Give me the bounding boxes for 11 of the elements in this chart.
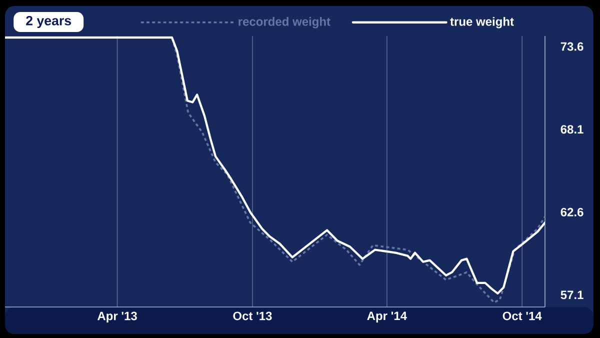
x-tick-label: Apr '13: [97, 312, 137, 323]
y-tick-label: 57.1: [560, 290, 584, 300]
text: 2 years: [26, 16, 72, 28]
x-tick-label: Oct '14: [502, 312, 542, 320]
x-tick-label: Oct '13: [233, 312, 272, 320]
text: recorded weight: [238, 17, 330, 28]
y-tick-label: 73.6: [560, 42, 584, 51]
y-tick-label: 62.6: [560, 208, 584, 216]
x-tick-label: Apr '14: [367, 312, 407, 322]
y-tick-label: 68.1: [560, 125, 584, 134]
text: true weight: [450, 17, 514, 28]
